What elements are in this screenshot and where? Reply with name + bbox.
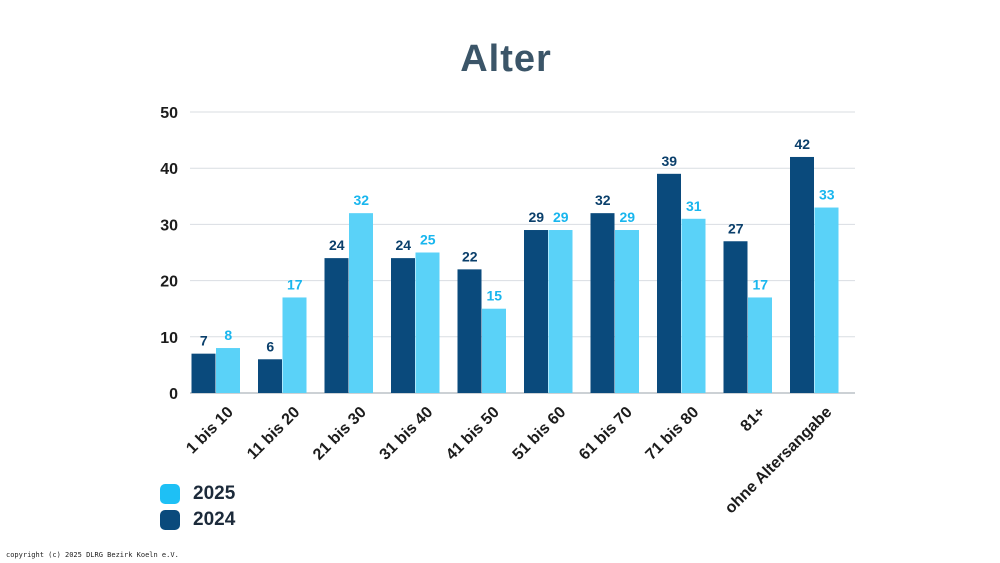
bars (191, 156, 839, 393)
x-axis: 1 bis 10 11 bis 20 21 bis 30 31 bis 40 41 bi… (183, 404, 835, 518)
bar-2024-7 (657, 173, 681, 393)
bar-2025-5 (548, 230, 573, 393)
y-tick-label-20: 20 (160, 274, 178, 291)
legend-item-2025: 2025 (160, 482, 235, 506)
y-tick-label-10: 10 (160, 330, 178, 347)
legend: 2025 2024 (160, 482, 235, 534)
legend-swatch-2024 (160, 510, 180, 530)
bar-2024-2 (324, 258, 349, 393)
data-label-2024-1: 6 (266, 338, 274, 354)
bar-2024-5 (524, 230, 548, 393)
legend-label-2025: 2025 (193, 483, 236, 504)
bar-2024-3 (391, 258, 415, 393)
bar-2025-8 (748, 297, 772, 393)
bar-2024-0 (191, 353, 216, 393)
bar-2025-1 (282, 297, 307, 393)
data-label-2024-0: 7 (200, 333, 208, 349)
x-tick-label-6: 61 bis 70 (576, 404, 636, 464)
bar-2025-9 (814, 207, 839, 393)
data-label-2024-6: 32 (595, 192, 611, 208)
data-label-2025-1: 17 (287, 276, 303, 292)
bar-2024-1 (258, 359, 282, 393)
bar-2025-3 (415, 252, 440, 393)
x-tick-label-5: 51 bis 60 (510, 404, 570, 464)
data-label-2025-6: 29 (619, 209, 635, 225)
data-labels: 7 8 6 17 24 32 24 25 22 15 29 29 32 29 39 31 27 17 42 33 (200, 136, 835, 354)
x-tick-label-3: 31 bis 40 (377, 404, 437, 464)
y-tick-label-50: 50 (160, 105, 178, 122)
data-label-2024-7: 39 (661, 153, 677, 169)
y-tick-label-30: 30 (160, 217, 178, 234)
bar-2025-4 (482, 308, 506, 393)
legend-swatch-2025 (160, 484, 180, 504)
data-label-2024-4: 22 (462, 248, 478, 264)
data-label-2024-5: 29 (528, 209, 544, 225)
data-label-2025-7: 31 (686, 198, 702, 214)
data-label-2025-9: 33 (819, 187, 835, 203)
data-label-2025-2: 32 (353, 192, 369, 208)
x-tick-label-0: 1 bis 10 (183, 404, 237, 458)
chart-title: Alter (460, 38, 552, 80)
bar-2025-7 (681, 218, 706, 393)
copyright-notice: copyright (c) 2025 DLRG Bezirk Koeln e.V… (6, 551, 179, 559)
x-tick-label-1: 11 bis 20 (244, 404, 303, 463)
bar-2025-2 (349, 213, 373, 393)
bar-2024-6 (590, 213, 615, 393)
x-tick-label-8: 81+ (738, 404, 769, 435)
bar-2024-4 (457, 269, 482, 393)
y-axis: 0 10 20 30 40 50 (160, 105, 178, 403)
data-label-2024-3: 24 (395, 237, 411, 253)
data-label-2025-0: 8 (224, 327, 232, 343)
data-label-2025-8: 17 (752, 276, 768, 292)
x-tick-label-2: 21 bis 30 (310, 404, 370, 464)
x-tick-label-7: 71 bis 80 (643, 404, 703, 464)
bar-2024-9 (790, 156, 814, 393)
legend-item-2024: 2024 (160, 508, 235, 532)
x-tick-label-4: 41 bis 50 (443, 404, 503, 464)
bar-2025-0 (216, 348, 240, 393)
data-label-2025-4: 15 (486, 288, 502, 304)
data-label-2025-3: 25 (420, 232, 436, 248)
bar-2024-8 (723, 241, 748, 393)
data-label-2024-8: 27 (728, 220, 744, 236)
data-label-2025-5: 29 (553, 209, 569, 225)
bar-2025-6 (615, 230, 639, 393)
legend-label-2024: 2024 (193, 509, 236, 530)
data-label-2024-9: 42 (794, 136, 810, 152)
data-label-2024-2: 24 (329, 237, 345, 253)
y-tick-label-40: 40 (160, 161, 178, 178)
y-tick-label-0: 0 (169, 386, 178, 403)
